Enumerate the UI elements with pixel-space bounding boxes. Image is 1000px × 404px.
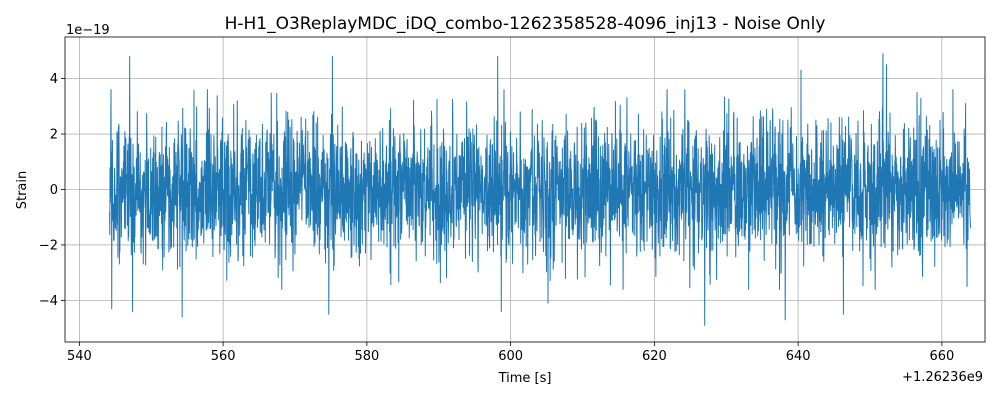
strain-series-line [109,53,972,326]
x-offset-label: +1.26236e9 [902,370,983,385]
y-tick-label: 2 [50,128,58,143]
x-tick-label: 600 [498,349,523,364]
chart-title: H-H1_O3ReplayMDC_iDQ_combo-1262358528-40… [225,14,826,34]
ticks: 540 560 580 600 620 640 660 −4 −2 0 2 4 [39,72,954,364]
x-tick-label: 580 [354,349,379,364]
x-tick-label: 640 [786,349,811,364]
x-tick-label: 660 [929,349,954,364]
series-line [109,53,972,326]
x-axis-label: Time [s] [498,371,552,386]
y-tick-label: −2 [39,238,58,253]
y-tick-label: −4 [39,294,58,309]
x-tick-label: 540 [67,349,92,364]
x-tick-label: 560 [211,349,236,364]
y-axis-label: Strain [15,171,30,210]
x-tick-label: 620 [642,349,667,364]
y-scale-factor: 1e−19 [66,23,110,38]
y-tick-label: 4 [50,72,58,87]
y-tick-label: 0 [50,183,58,198]
